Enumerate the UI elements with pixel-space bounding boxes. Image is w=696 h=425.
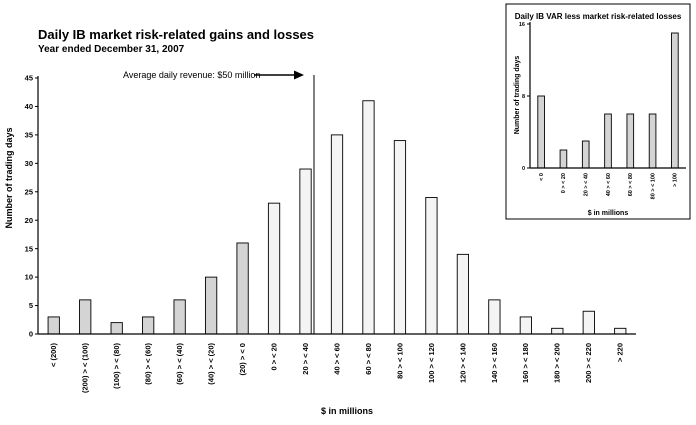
main-chart-ylabel: Number of trading days [4,127,14,228]
inset-chart: Daily IB VAR less market risk-related lo… [505,3,691,220]
inset-x-tick-label: < 0 [539,173,545,181]
inset-bar [604,113,612,169]
main-x-tick-label: 80 > < 100 [395,343,404,379]
inset-bar [559,149,568,169]
main-x-tick-label: 0 > < 20 [269,343,278,371]
main-bar [267,202,281,335]
main-y-tick-label: 10 [25,273,33,282]
main-x-tick-label: (80) > < (60) [144,342,153,384]
inset-x-axis: < 0 0 > < 20 20 > < 40 40 > < 60 60 > < 80 80… [530,167,686,199]
main-y-tick-label: 30 [25,159,33,168]
inset-y-tick-label: 8 [522,94,525,100]
main-x-tick-label: 120 > < 140 [458,343,467,383]
main-chart-subtitle: Year ended December 31, 2007 [38,44,185,55]
main-x-tick-label: 20 > < 40 [301,343,310,375]
main-bar [236,242,249,335]
inset-bar [581,140,590,169]
main-bar [330,134,344,335]
main-x-tick-label: (60) > < (40) [175,342,184,384]
main-x-tick-label: (20) > < 0 [238,343,247,376]
inset-x-tick-label: 40 > < 60 [606,173,612,196]
main-y-tick-label: 15 [25,244,33,253]
main-chart-title: Daily IB market risk-related gains and l… [38,27,314,42]
main-x-tick-label: 180 > < 200 [553,343,562,383]
main-x-tick-label: (100) > < (80) [112,343,121,389]
main-bar [110,322,123,335]
main-bar [79,299,92,335]
inset-bar [648,113,657,169]
main-bar [488,299,501,335]
main-bar [362,100,375,335]
main-x-tick-label: 100 > < 120 [427,343,436,383]
inset-x-tick-label: > 100 [673,173,679,187]
main-bar [582,310,595,335]
inset-x-tick-label: 80 > < 100 [650,173,656,199]
main-y-tick-label: 20 [25,216,33,225]
main-x-tick-label: < (200) [49,343,58,367]
main-x-tick-label: (200) > < (100) [81,343,90,394]
inset-frame [505,3,691,220]
main-bar [299,168,312,335]
inset-y-tick-label: 16 [519,22,525,28]
main-bar [47,316,60,335]
main-bar [425,197,438,335]
inset-bars [537,32,679,169]
main-bar [456,253,470,335]
main-y-tick-label: 0 [29,330,33,339]
main-x-axis: < (200) (200) > < (100) (100) > < (80) (80)… [38,333,636,394]
main-bar [173,299,186,335]
main-chart-annotation: Average daily revenue: $50 million [123,70,260,80]
inset-chart-title: Daily IB VAR less market risk-related lo… [515,12,682,21]
main-x-tick-label: 160 > < 180 [521,343,530,383]
main-bar [393,140,407,335]
main-chart-xlabel: $ in millions [321,406,373,416]
main-bar [519,316,532,335]
main-y-tick-label: 40 [25,102,33,111]
inset-y-tick-label: 0 [522,166,525,172]
main-bar [614,327,627,335]
main-x-tick-label: > 220 [616,343,625,362]
main-x-tick-label: 200 > < 220 [584,343,593,383]
main-chart: Daily IB market risk-related gains and l… [4,27,636,416]
main-y-tick-label: 25 [25,187,33,196]
inset-chart-ylabel: Number of trading days [514,56,521,135]
main-y-tick-label: 5 [29,301,33,310]
main-y-axis: 0 5 10 15 20 25 30 35 40 45 [25,74,39,339]
main-y-tick-label: 45 [25,74,33,83]
inset-x-tick-label: 20 > < 40 [583,173,589,196]
inset-bar [671,32,679,169]
main-bar [204,276,218,335]
inset-chart-xlabel: $ in millions [588,210,629,217]
inset-x-tick-label: 0 > < 20 [561,173,567,193]
main-x-tick-label: (40) > < (20) [207,342,216,384]
main-bars [47,100,627,335]
inset-y-axis: 0 8 16 [519,22,531,172]
annotation-arrow [254,70,304,80]
main-bar [551,327,564,335]
main-x-tick-label: 60 > < 80 [364,343,373,375]
main-y-tick-label: 35 [25,131,33,140]
main-x-tick-label: 40 > < 60 [332,343,341,375]
inset-bar [537,95,545,169]
main-x-tick-label: 140 > < 160 [490,343,499,383]
inset-x-tick-label: 60 > < 80 [628,173,634,196]
main-bar [142,316,155,335]
inset-bar [626,113,635,169]
